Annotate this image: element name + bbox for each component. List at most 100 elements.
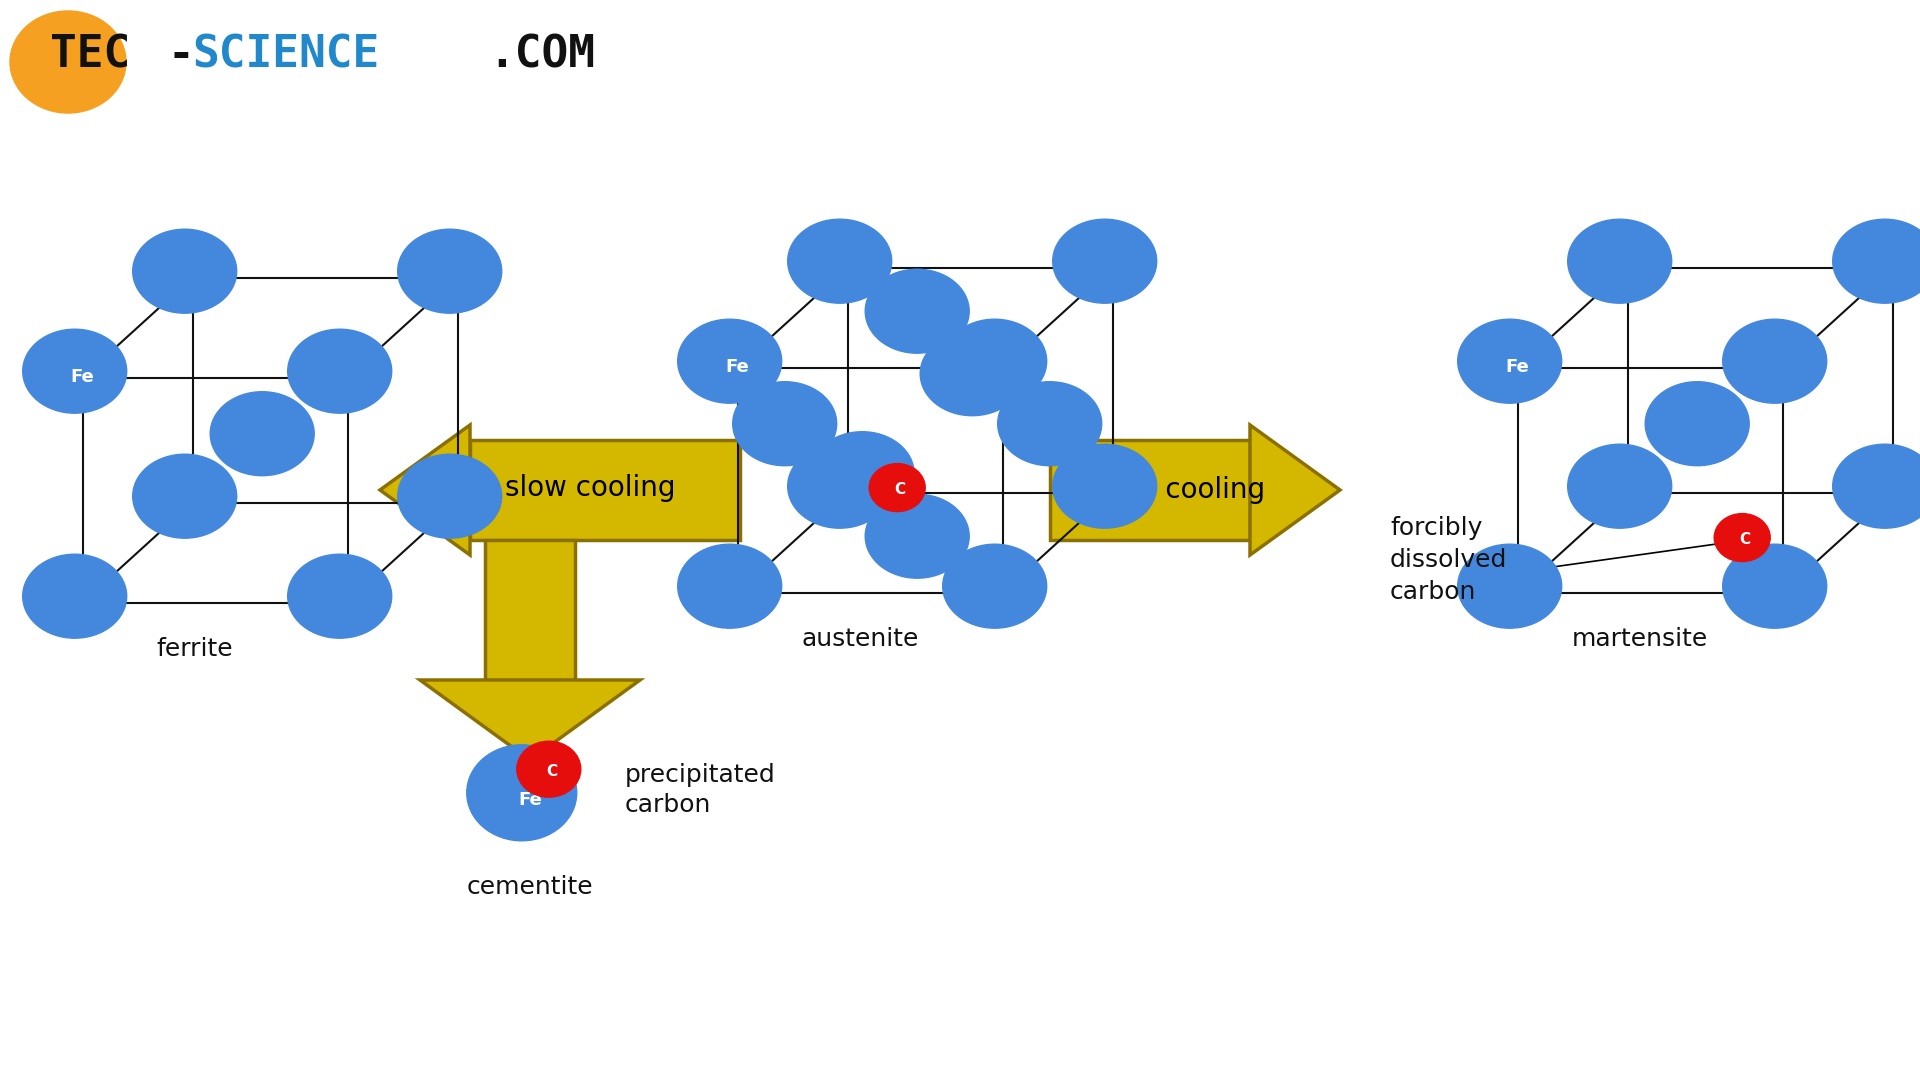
- Ellipse shape: [294, 335, 388, 409]
- Ellipse shape: [970, 567, 1029, 615]
- Ellipse shape: [1588, 237, 1659, 293]
- Ellipse shape: [1021, 402, 1087, 454]
- Ellipse shape: [305, 568, 380, 630]
- Ellipse shape: [874, 468, 922, 509]
- Ellipse shape: [167, 257, 215, 296]
- Ellipse shape: [685, 325, 778, 400]
- Ellipse shape: [977, 347, 1025, 386]
- Ellipse shape: [1574, 225, 1667, 299]
- Ellipse shape: [1592, 463, 1657, 516]
- Ellipse shape: [288, 554, 392, 638]
- Ellipse shape: [1743, 336, 1814, 393]
- Ellipse shape: [852, 465, 889, 495]
- Ellipse shape: [305, 343, 380, 404]
- Ellipse shape: [1736, 330, 1818, 396]
- Ellipse shape: [1667, 399, 1736, 455]
- Ellipse shape: [470, 748, 574, 839]
- Ellipse shape: [1482, 564, 1546, 616]
- Ellipse shape: [883, 476, 916, 503]
- Ellipse shape: [301, 340, 382, 406]
- Ellipse shape: [1609, 253, 1645, 282]
- Ellipse shape: [36, 340, 117, 406]
- Polygon shape: [486, 540, 574, 680]
- Ellipse shape: [1851, 233, 1920, 295]
- Ellipse shape: [1060, 225, 1152, 299]
- Ellipse shape: [1764, 353, 1801, 382]
- Ellipse shape: [956, 555, 1039, 621]
- Ellipse shape: [1578, 453, 1665, 523]
- Ellipse shape: [144, 238, 230, 308]
- Ellipse shape: [467, 745, 576, 841]
- Ellipse shape: [1087, 472, 1135, 511]
- Ellipse shape: [1469, 327, 1555, 397]
- Ellipse shape: [1068, 456, 1148, 522]
- Ellipse shape: [841, 457, 895, 500]
- Ellipse shape: [897, 295, 950, 337]
- Ellipse shape: [822, 247, 870, 286]
- Ellipse shape: [808, 461, 879, 517]
- Ellipse shape: [1064, 228, 1150, 298]
- Ellipse shape: [175, 488, 211, 517]
- Ellipse shape: [415, 243, 492, 305]
- Ellipse shape: [171, 485, 213, 519]
- Ellipse shape: [1860, 467, 1920, 514]
- Text: martensite: martensite: [1572, 627, 1709, 651]
- Ellipse shape: [985, 578, 1021, 607]
- Ellipse shape: [870, 463, 925, 512]
- Ellipse shape: [36, 566, 117, 631]
- Ellipse shape: [1056, 222, 1154, 301]
- Ellipse shape: [61, 585, 104, 619]
- Ellipse shape: [1722, 320, 1826, 403]
- Ellipse shape: [845, 460, 893, 498]
- Polygon shape: [380, 426, 470, 555]
- Ellipse shape: [10, 11, 127, 113]
- Ellipse shape: [945, 351, 1010, 404]
- Text: C: C: [1740, 532, 1751, 548]
- Ellipse shape: [63, 588, 100, 617]
- Ellipse shape: [1740, 558, 1816, 620]
- Ellipse shape: [161, 252, 219, 299]
- Ellipse shape: [246, 420, 292, 458]
- Ellipse shape: [1492, 347, 1540, 386]
- Ellipse shape: [1018, 399, 1089, 455]
- Polygon shape: [1250, 426, 1340, 555]
- Ellipse shape: [1609, 477, 1645, 508]
- Ellipse shape: [1747, 564, 1812, 616]
- Ellipse shape: [397, 455, 501, 538]
- Ellipse shape: [1764, 578, 1801, 607]
- Ellipse shape: [685, 550, 778, 624]
- Ellipse shape: [1069, 458, 1146, 519]
- Ellipse shape: [1834, 444, 1920, 528]
- Ellipse shape: [1068, 230, 1148, 296]
- Ellipse shape: [1094, 253, 1131, 282]
- Ellipse shape: [906, 302, 943, 333]
- Ellipse shape: [808, 237, 879, 293]
- Ellipse shape: [23, 554, 127, 638]
- Ellipse shape: [209, 392, 315, 475]
- Ellipse shape: [163, 480, 217, 523]
- Ellipse shape: [960, 334, 1037, 394]
- Ellipse shape: [298, 338, 386, 408]
- Ellipse shape: [998, 381, 1102, 465]
- Ellipse shape: [474, 752, 572, 837]
- Ellipse shape: [1578, 228, 1665, 298]
- Ellipse shape: [1073, 237, 1144, 293]
- Ellipse shape: [486, 760, 564, 831]
- Ellipse shape: [751, 395, 826, 457]
- Ellipse shape: [1605, 249, 1647, 284]
- Ellipse shape: [58, 582, 106, 621]
- Ellipse shape: [981, 350, 1023, 384]
- Ellipse shape: [432, 257, 480, 296]
- Ellipse shape: [947, 322, 1044, 402]
- Ellipse shape: [1471, 555, 1553, 621]
- Ellipse shape: [822, 472, 870, 511]
- Ellipse shape: [1715, 514, 1770, 562]
- Ellipse shape: [1085, 470, 1137, 512]
- Ellipse shape: [1718, 517, 1768, 559]
- Ellipse shape: [952, 356, 1004, 400]
- Ellipse shape: [818, 437, 910, 512]
- Ellipse shape: [1486, 341, 1544, 389]
- Ellipse shape: [753, 399, 824, 455]
- Ellipse shape: [221, 400, 307, 471]
- Ellipse shape: [136, 232, 234, 311]
